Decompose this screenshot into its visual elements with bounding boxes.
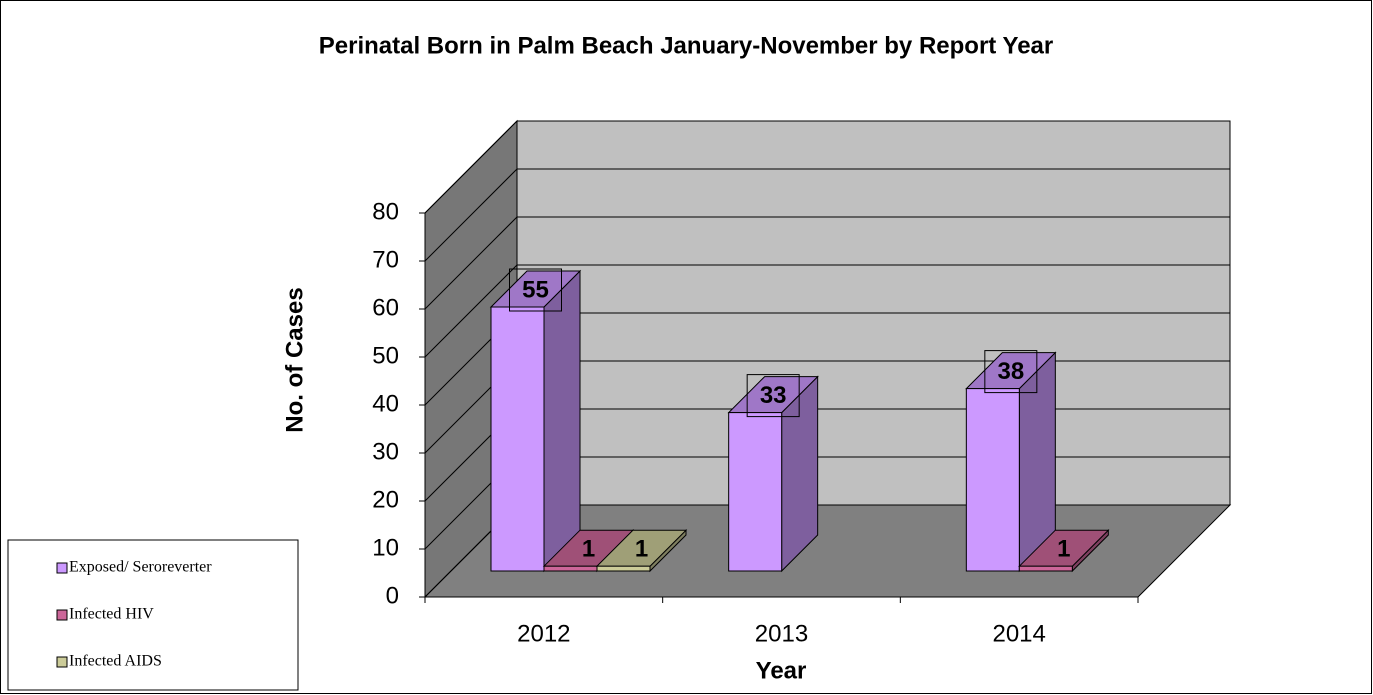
y-tick-label: 0: [386, 582, 399, 609]
chart-title: Perinatal Born in Palm Beach January-Nov…: [319, 32, 1053, 59]
y-tick-label: 60: [372, 294, 399, 321]
bar: [490, 306, 545, 572]
bar-side: [543, 269, 581, 573]
grid-line: [424, 168, 518, 262]
grid-line: [424, 120, 518, 214]
x-tick-label: 2012: [517, 620, 570, 647]
legend-label: Infected AIDS: [69, 653, 162, 670]
data-label-box: [509, 268, 562, 312]
y-tick-label: 40: [372, 390, 399, 417]
data-label: 1: [582, 536, 595, 563]
data-label-box: [746, 374, 800, 418]
x-axis-label: Year: [756, 657, 807, 684]
bar: [1018, 565, 1073, 572]
data-label: 55: [522, 276, 549, 303]
y-tick-label: 10: [372, 534, 399, 561]
legend: [7, 539, 299, 691]
bar: [596, 565, 651, 572]
y-tick-label: 80: [372, 198, 399, 225]
data-label: 1: [1057, 536, 1070, 563]
data-label-box: [984, 350, 1038, 394]
legend-label: Exposed/ Seroreverter: [69, 559, 212, 576]
y-tick-label: 30: [372, 438, 399, 465]
bar: [728, 412, 783, 572]
data-label: 1: [635, 536, 648, 563]
grid-line: [424, 264, 518, 358]
y-tick-label: 20: [372, 486, 399, 513]
legend-swatch: [56, 609, 68, 621]
legend-label: Infected HIV: [69, 606, 154, 623]
y-axis-label: No. of Cases: [281, 287, 308, 432]
data-label: 33: [760, 382, 787, 409]
grid-line: [424, 216, 518, 310]
x-tick-label: 2014: [992, 620, 1045, 647]
legend-swatch: [56, 562, 68, 574]
bar: [965, 388, 1020, 572]
bar: [543, 565, 598, 572]
data-label: 38: [997, 358, 1024, 385]
y-tick-label: 70: [372, 246, 399, 273]
legend-swatch: [56, 656, 68, 668]
y-tick-label: 50: [372, 342, 399, 369]
x-tick-label: 2013: [755, 620, 808, 647]
